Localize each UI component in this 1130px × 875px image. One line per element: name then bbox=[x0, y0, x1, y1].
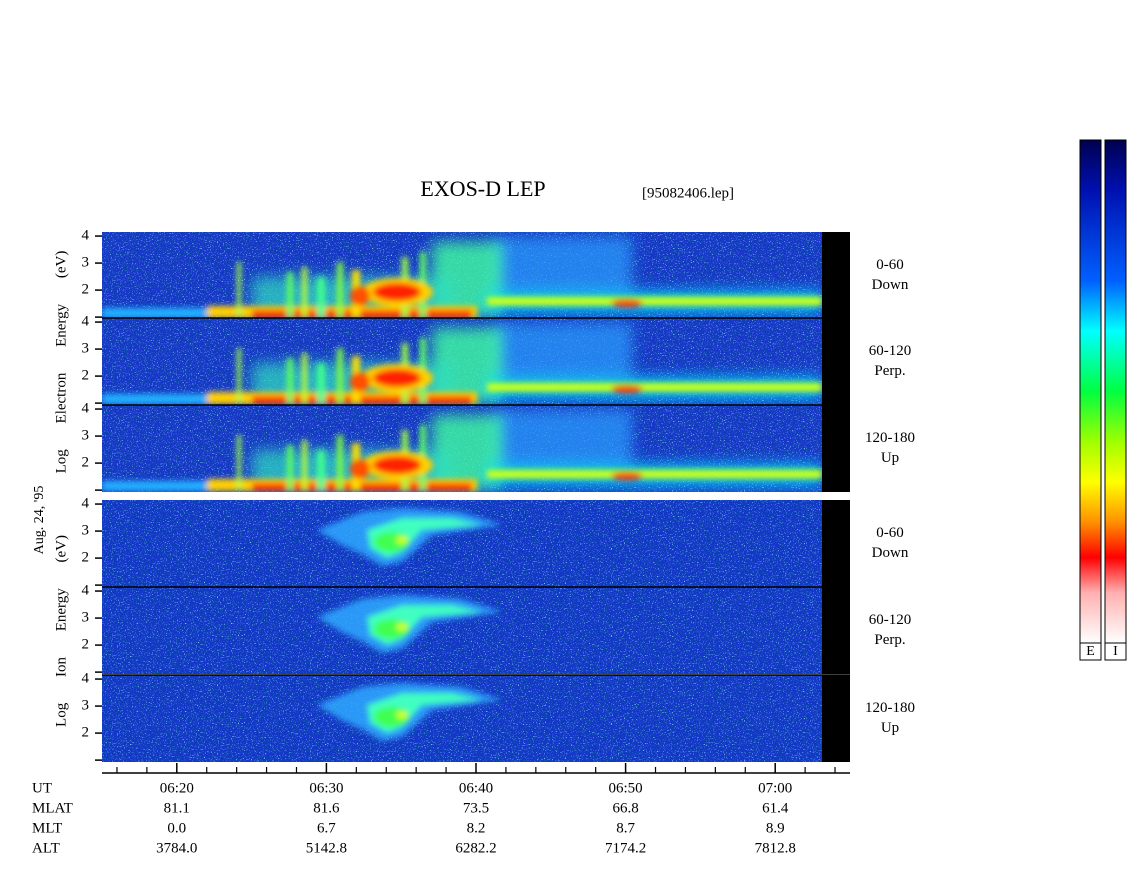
ephemeris-value: 61.4 bbox=[762, 800, 789, 816]
date-label: Aug. 24, '95 bbox=[32, 486, 47, 555]
y-tick-label: 4 bbox=[82, 670, 90, 686]
y-tick-label: 3 bbox=[82, 523, 90, 539]
ephemeris-value: 73.5 bbox=[463, 800, 489, 816]
ephemeris-value: 6.7 bbox=[317, 820, 336, 836]
panel-label: 120-180 bbox=[865, 700, 915, 716]
colorbar bbox=[1104, 139, 1127, 644]
data-gap bbox=[822, 500, 850, 587]
y-tick-label: 4 bbox=[82, 582, 90, 598]
colorbar bbox=[1079, 139, 1102, 644]
ephemeris-value: 3784.0 bbox=[156, 840, 197, 856]
file-name: [95082406.lep] bbox=[642, 185, 734, 201]
colorbar-label-box bbox=[1079, 642, 1102, 661]
chart-title: EXOS-D LEP bbox=[420, 176, 545, 201]
ephemeris-value: 6282.2 bbox=[455, 840, 496, 856]
spectrogram-panel bbox=[102, 405, 822, 492]
panel-label: 0-60 bbox=[876, 257, 904, 273]
y-tick-label: 4 bbox=[82, 400, 90, 416]
colorbar-label: E bbox=[1086, 644, 1095, 659]
y-tick-label: 3 bbox=[82, 341, 90, 357]
ephemeris-value: 81.1 bbox=[164, 800, 190, 816]
y-tick-label: 2 bbox=[82, 725, 90, 741]
spectrogram-panel bbox=[102, 500, 822, 587]
y-tick-label: 3 bbox=[82, 428, 90, 444]
x-tick-label: 06:50 bbox=[609, 780, 643, 796]
spectrogram-panel bbox=[102, 232, 822, 319]
y-tick-label: 4 bbox=[82, 227, 90, 243]
x-tick-label: 06:30 bbox=[309, 780, 343, 796]
data-gap bbox=[822, 318, 850, 405]
y-tick-label: 3 bbox=[82, 610, 90, 626]
y-axis-label: Log Ion Energy (eV) bbox=[53, 535, 69, 727]
y-tick-label: 2 bbox=[82, 637, 90, 653]
y-tick-label: 2 bbox=[82, 368, 90, 384]
colorbar-label: I bbox=[1113, 644, 1118, 659]
panel-label: 0-60 bbox=[876, 525, 904, 541]
ephemeris-name: ALT bbox=[32, 840, 60, 856]
y-tick-label: 2 bbox=[82, 455, 90, 471]
panel-label: Down bbox=[872, 277, 909, 293]
spectrogram-panel bbox=[102, 675, 822, 762]
x-tick-label: 07:00 bbox=[758, 780, 792, 796]
x-tick-label: 06:20 bbox=[160, 780, 194, 796]
spectrogram-panel bbox=[102, 587, 822, 674]
y-axis-label: Log Electron Energy (eV) bbox=[53, 251, 69, 474]
spectrogram-panel bbox=[102, 318, 822, 405]
ephemeris-value: 81.6 bbox=[313, 800, 340, 816]
x-tick-label: 06:40 bbox=[459, 780, 493, 796]
ephemeris-value: 5142.8 bbox=[306, 840, 347, 856]
panel-label: 60-120 bbox=[869, 612, 912, 628]
panel-label: Up bbox=[881, 450, 899, 466]
y-tick-label: 4 bbox=[82, 495, 90, 511]
ephemeris-value: 7812.8 bbox=[755, 840, 796, 856]
data-gap bbox=[822, 405, 850, 492]
ephemeris-value: 8.2 bbox=[467, 820, 486, 836]
ephemeris-name: UT bbox=[32, 780, 52, 796]
panel-label: Perp. bbox=[874, 632, 905, 648]
ephemeris-value: 8.7 bbox=[616, 820, 635, 836]
ephemeris-value: 0.0 bbox=[167, 820, 186, 836]
data-gap bbox=[822, 587, 850, 674]
panel-label: 60-120 bbox=[869, 343, 912, 359]
y-tick-label: 3 bbox=[82, 698, 90, 714]
y-tick-label: 3 bbox=[82, 255, 90, 271]
y-tick-label: 2 bbox=[82, 282, 90, 298]
ephemeris-value: 8.9 bbox=[766, 820, 785, 836]
panel-label: Up bbox=[881, 720, 899, 736]
y-tick-label: 2 bbox=[82, 550, 90, 566]
y-tick-label: 4 bbox=[82, 313, 90, 329]
panel-label: Down bbox=[872, 545, 909, 561]
ephemeris-value: 7174.2 bbox=[605, 840, 646, 856]
data-gap bbox=[822, 675, 850, 762]
ephemeris-name: MLAT bbox=[32, 800, 73, 816]
ephemeris-value: 66.8 bbox=[612, 800, 638, 816]
colorbar-label-box bbox=[1104, 642, 1127, 661]
data-gap bbox=[822, 232, 850, 319]
panel-label: Perp. bbox=[874, 363, 905, 379]
panel-label: 120-180 bbox=[865, 430, 915, 446]
ephemeris-name: MLT bbox=[32, 820, 62, 836]
